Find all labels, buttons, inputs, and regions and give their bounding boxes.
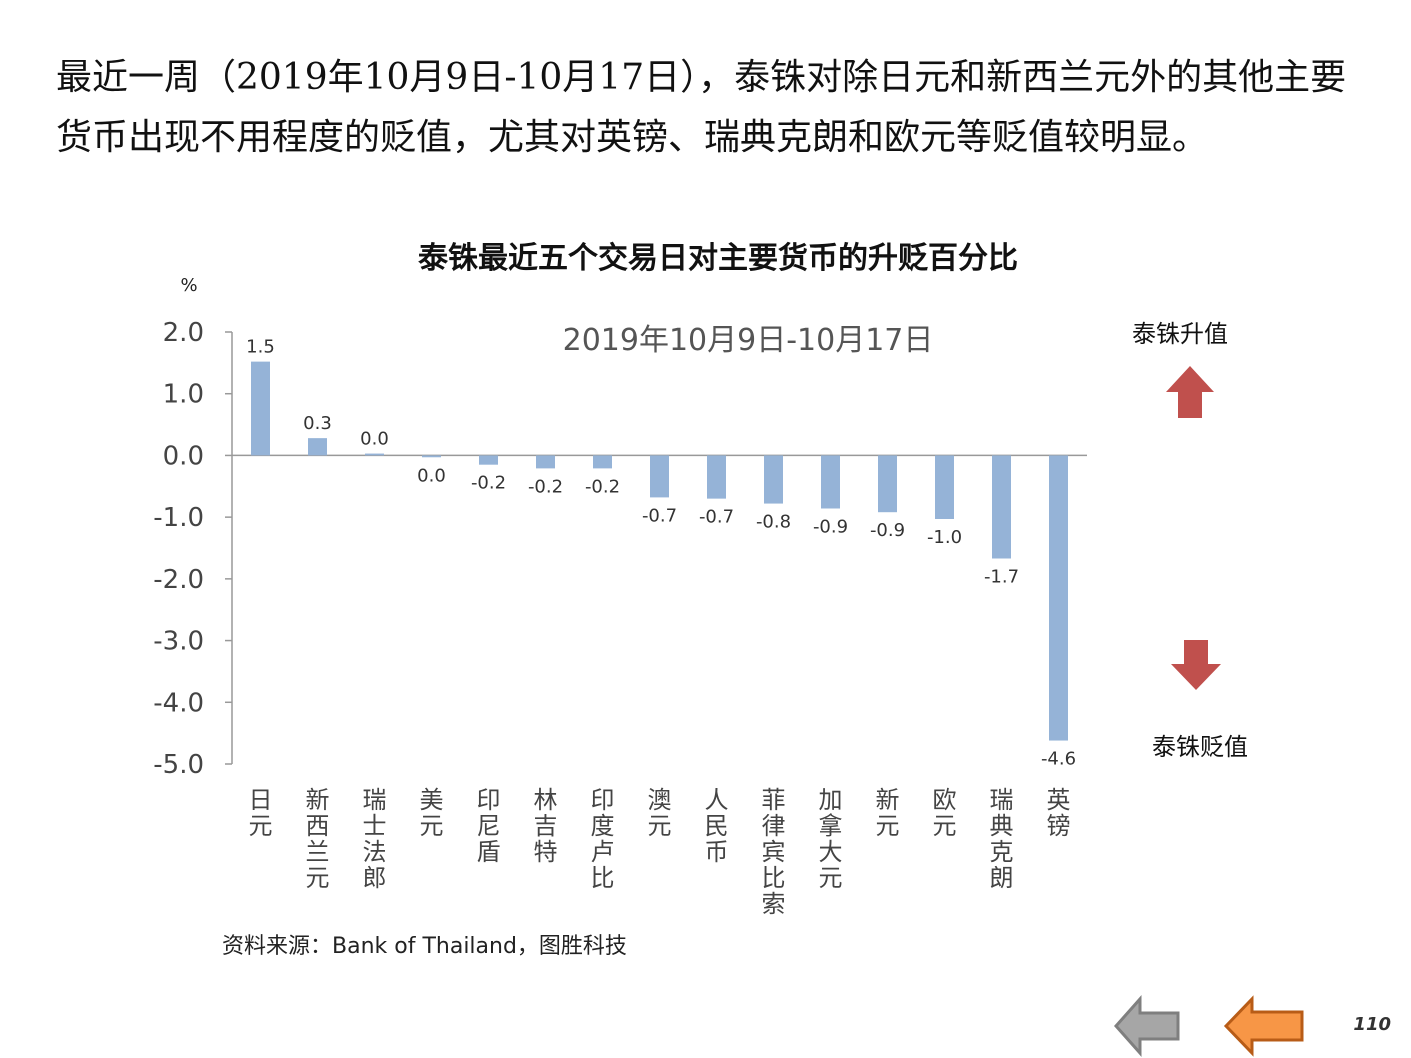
bars: [251, 361, 1068, 741]
depreciation-label: 泰铢贬值: [1152, 733, 1248, 761]
y-tick-label: 1.0: [163, 380, 204, 410]
bar-value-label: 1.5: [246, 337, 275, 358]
category-label: 瑞典克朗: [990, 786, 1014, 892]
bar: [308, 438, 327, 456]
y-tick-label: -2.0: [153, 565, 204, 595]
category-label: 林吉特: [534, 786, 558, 866]
bar: [992, 455, 1011, 559]
y-tick-label: -5.0: [153, 750, 204, 780]
category-label: 英镑: [1047, 786, 1071, 840]
category-label: 瑞士法郎: [363, 786, 387, 892]
y-tick-label: -3.0: [153, 627, 204, 657]
bar: [707, 455, 726, 499]
bar: [251, 361, 270, 456]
bar-value-label: -0.2: [585, 476, 620, 497]
bar-value-label: -0.7: [642, 505, 677, 526]
category-label: 印度卢比: [591, 786, 615, 892]
bar-value-label: -1.0: [927, 527, 962, 548]
bar: [650, 455, 669, 498]
y-tick-label: -1.0: [153, 503, 204, 533]
previous-page-button[interactable]: [1222, 995, 1312, 1057]
category-label: 加拿大元: [819, 786, 843, 892]
y-tick-label: 0.0: [163, 441, 204, 471]
chart-title: 泰铢最近五个交易日对主要货币的升贬百分比: [418, 241, 1018, 276]
arrow-left-icon: [1113, 995, 1180, 1057]
category-label: 菲律宾比索: [762, 786, 786, 918]
value-labels: 1.5 0.3 0.0 0.0 -0.2 -0.2 -0.2 -0.7 -0.7 -0.8 -0.9…: [246, 337, 1076, 770]
y-axis-unit: %: [180, 275, 197, 296]
bar: [764, 455, 783, 504]
bar: [365, 453, 384, 456]
category-label: 欧元: [933, 786, 957, 840]
bar-value-label: 0.3: [303, 413, 332, 434]
page-number: 110: [1353, 1014, 1391, 1035]
y-tick-label: 2.0: [163, 318, 204, 348]
chart-subtitle: 2019年10月9日-10月17日: [563, 323, 934, 358]
category-label: 新元: [876, 786, 900, 840]
bar: [1049, 455, 1068, 741]
bar-value-label: 0.0: [417, 465, 446, 486]
axes: 2.0 1.0 0.0 -1.0 -2.0 -3.0 -4.0 -5.0: [153, 318, 1087, 780]
bar-value-label: -4.6: [1041, 749, 1076, 770]
y-tick-label: -4.0: [153, 688, 204, 718]
intro-paragraph: 最近一周（2019年10月9日-10月17日），泰铢对除日元和新西兰元外的其他主…: [56, 57, 1347, 158]
category-label: 澳元: [648, 786, 672, 840]
bar: [422, 455, 441, 458]
bar: [479, 455, 498, 465]
bar-value-label: -0.2: [471, 473, 506, 494]
bar: [935, 455, 954, 519]
bar: [536, 455, 555, 469]
bar: [821, 455, 840, 509]
arrow-up-icon: [1166, 366, 1214, 418]
arrow-left-icon: [1223, 995, 1304, 1057]
bar-value-label: -0.8: [756, 512, 791, 533]
bar-value-label: -0.7: [699, 507, 734, 528]
category-label: 日元: [249, 786, 273, 840]
bar-value-label: -0.9: [870, 520, 905, 541]
bar: [593, 455, 612, 469]
back-button[interactable]: [1112, 995, 1202, 1057]
category-label: 印尼盾: [477, 786, 501, 866]
bar: [878, 455, 897, 513]
category-label: 人民币: [705, 786, 729, 866]
arrow-down-icon: [1171, 640, 1221, 690]
bar-value-label: -0.2: [528, 476, 563, 497]
category-label: 美元: [420, 786, 444, 840]
bar-value-label: -1.7: [984, 566, 1019, 587]
bar-value-label: 0.0: [360, 429, 389, 450]
category-label: 新西兰元: [306, 786, 330, 892]
source-note: 资料来源：Bank of Thailand，图胜科技: [222, 934, 627, 959]
bar-value-label: -0.9: [813, 517, 848, 538]
category-labels: 日元 新西兰元 瑞士法郎 美元 印尼盾 林吉特 印度卢比 澳元 人民币 菲律宾比索 加拿大元 新元欧元…: [249, 786, 1071, 918]
appreciation-label: 泰铢升值: [1132, 320, 1228, 348]
